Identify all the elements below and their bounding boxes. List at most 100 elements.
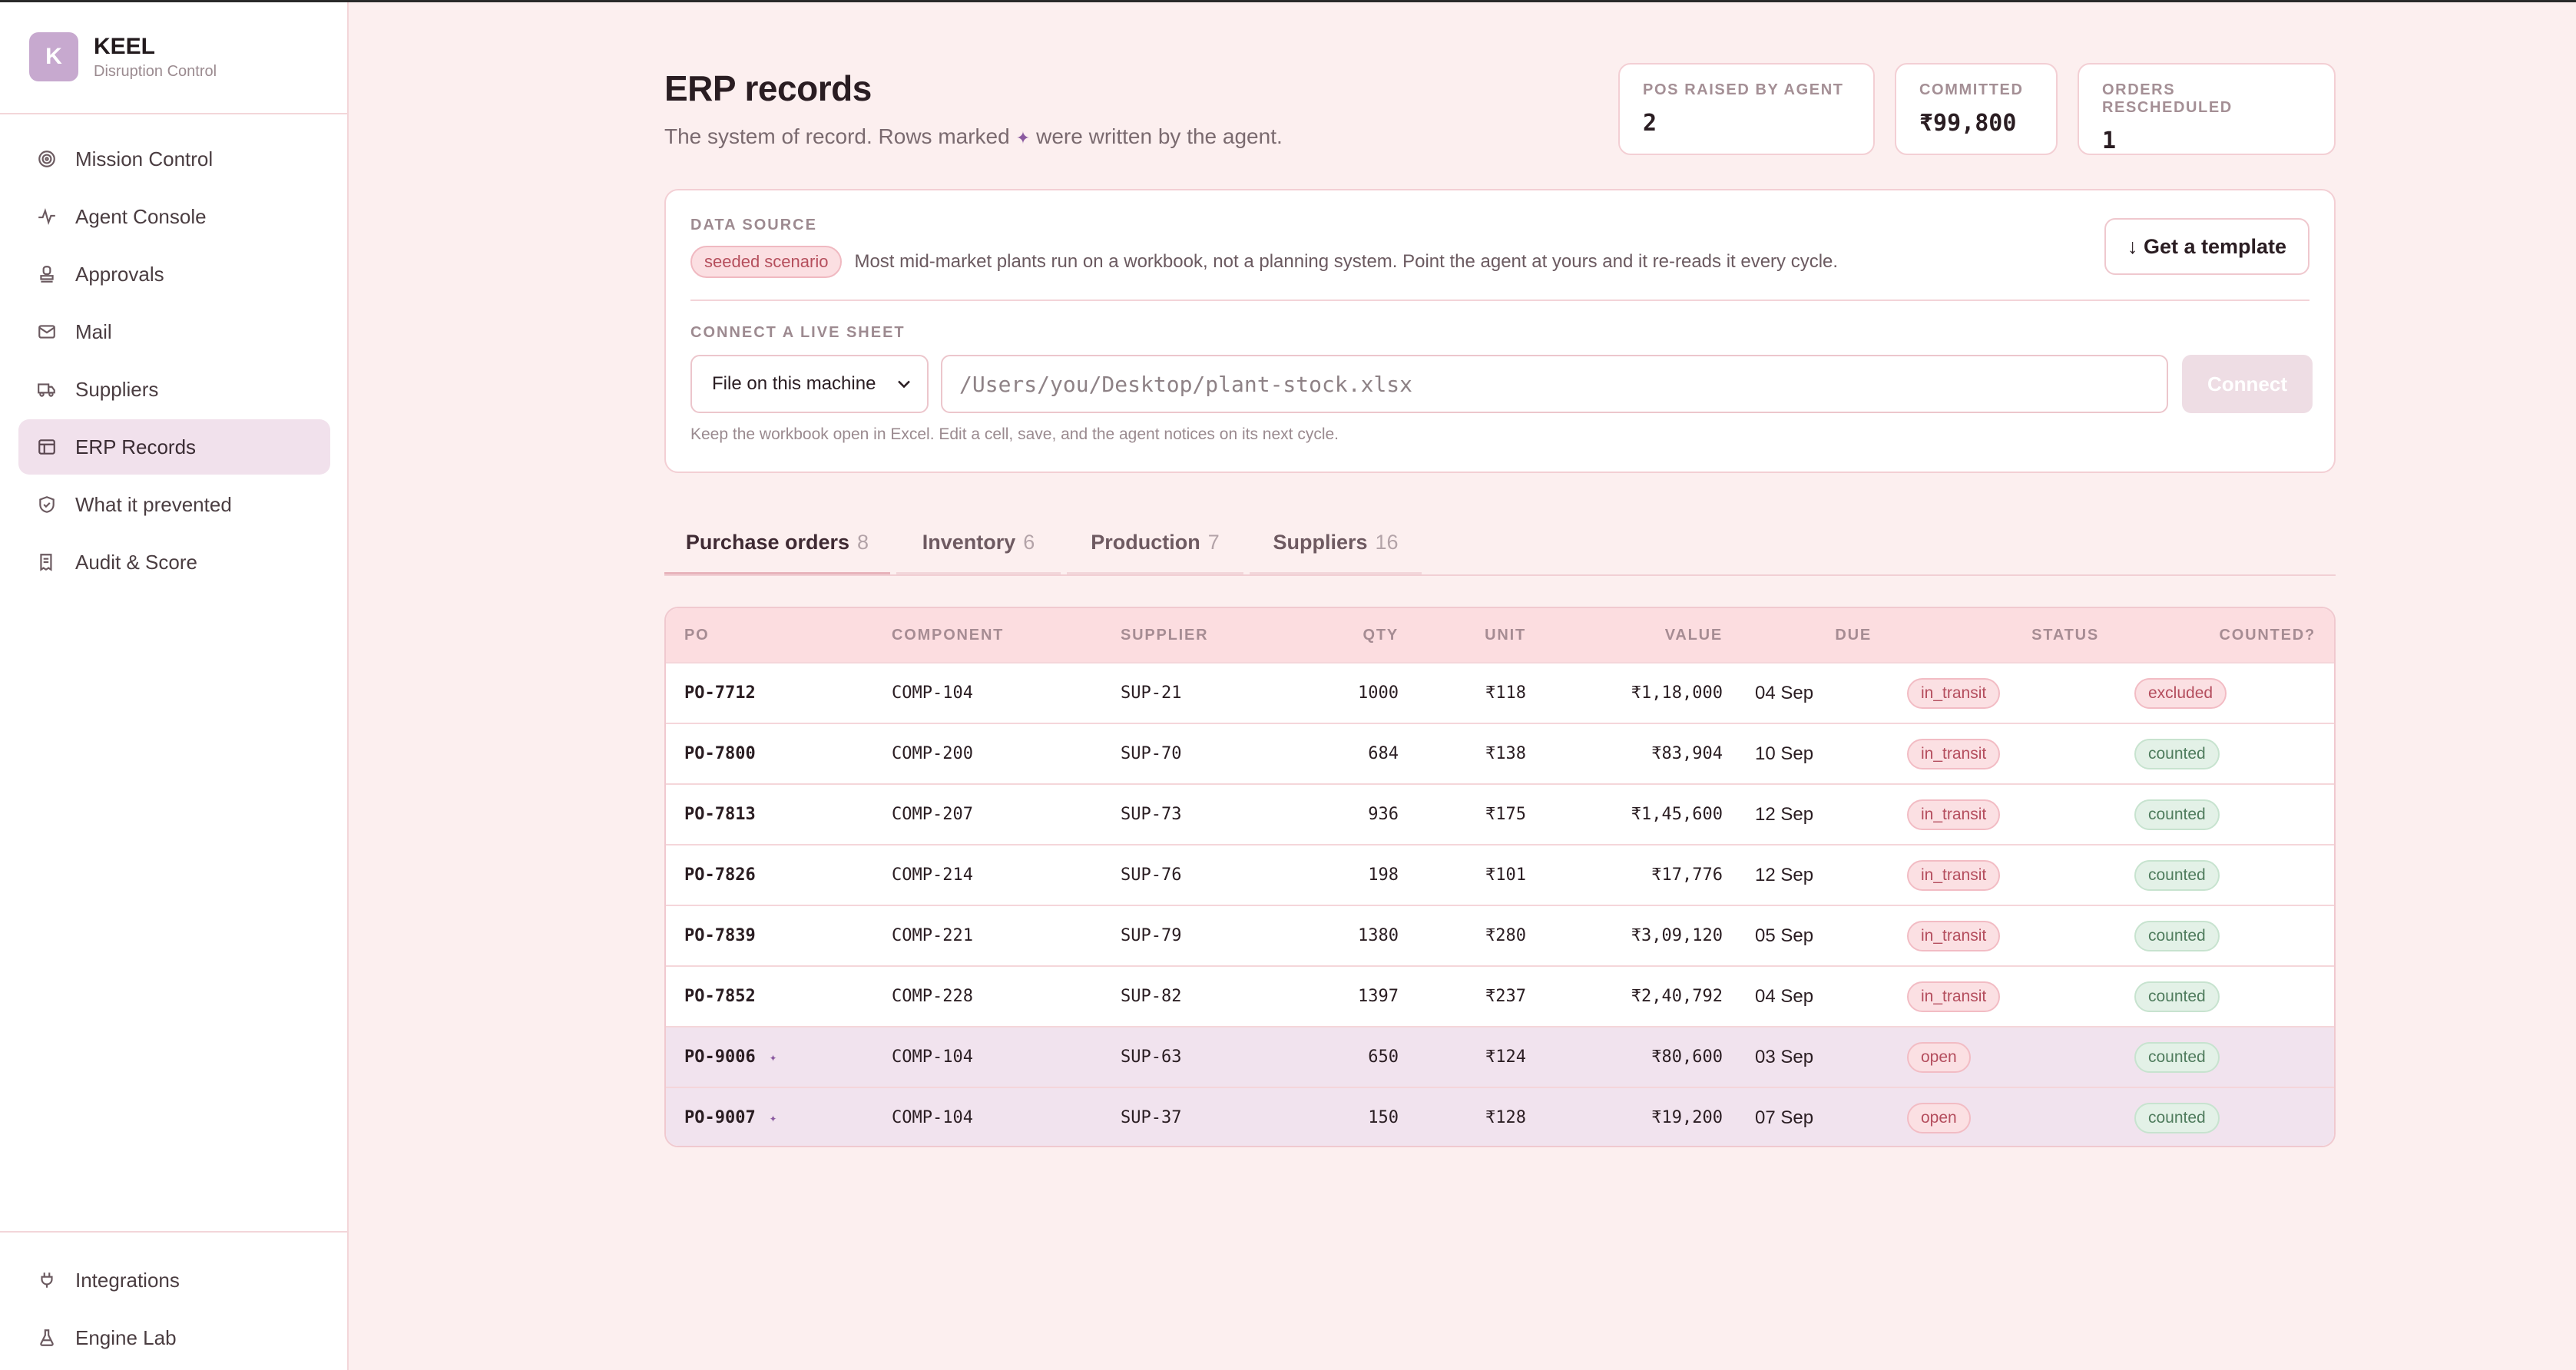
component-cell: COMP-200	[892, 744, 973, 763]
status-cell: in_transit	[1907, 967, 2001, 1026]
due-cell: 07 Sep	[1755, 1107, 1814, 1128]
status-cell: open	[1907, 1088, 1971, 1146]
status-cell: in_transit	[1907, 785, 2001, 844]
value-cell: ₹1,45,600	[1631, 805, 1723, 824]
status-cell: in_transit	[1907, 663, 2001, 723]
table-row[interactable]: PO-7826 COMP-214 SUP-76 198 ₹101 ₹17,776 12 Se…	[666, 844, 2334, 905]
data-source-description: Most mid-market plants run on a workbook…	[854, 251, 1839, 272]
connect-button[interactable]: Connect	[2182, 355, 2313, 413]
stat-label: COMMITTED	[1919, 81, 2024, 98]
unit-cell: ₹237	[1485, 987, 1526, 1006]
counted-badge: counted	[2134, 738, 2220, 769]
component-cell: COMP-104	[892, 1047, 973, 1067]
sidebar-bottom-nav: Integrations Engine Lab	[18, 1253, 330, 1368]
unit-cell: ₹118	[1485, 683, 1526, 703]
stats-row: POS RAISED BY AGENT 2 COMMITTED ₹99,800 …	[1618, 63, 2336, 155]
supplier-cell: SUP-82	[1121, 987, 1182, 1006]
sidebar-item-integrations[interactable]: Integrations	[18, 1253, 330, 1308]
tab-production[interactable]: Production 7	[1067, 513, 1243, 574]
get-template-button[interactable]: ↓ Get a template	[2104, 218, 2309, 275]
due-cell: 04 Sep	[1755, 682, 1814, 703]
tab-purchase-orders[interactable]: Purchase orders 8	[664, 513, 890, 574]
table-row[interactable]: PO-7852 COMP-228 SUP-82 1397 ₹237 ₹2,40,792 04…	[666, 965, 2334, 1026]
activity-icon	[37, 207, 57, 227]
column-header-component[interactable]: COMPONENT	[892, 627, 1005, 644]
po-number-text: PO-9007	[684, 1108, 756, 1127]
sidebar-item-what-it-prevented[interactable]: What it prevented	[18, 477, 330, 532]
table-row[interactable]: PO-7712 COMP-104 SUP-21 1000 ₹118 ₹1,18,000 04…	[666, 662, 2334, 723]
records-tabs: Purchase orders 8 Inventory 6 Production 7 …	[664, 513, 2336, 576]
column-header-unit[interactable]: UNIT	[1485, 627, 1526, 644]
tab-inventory[interactable]: Inventory 6	[896, 513, 1061, 574]
truck-icon	[37, 379, 57, 399]
source-type-select[interactable]: File on this machine	[690, 355, 929, 413]
column-header-supplier[interactable]: SUPPLIER	[1121, 627, 1209, 644]
tab-label: Inventory	[922, 531, 1016, 554]
column-header-qty[interactable]: QTY	[1362, 627, 1399, 644]
window-top-border	[0, 0, 2576, 2]
sidebar-item-suppliers[interactable]: Suppliers	[18, 362, 330, 417]
table-row[interactable]: PO-9007 ✦ COMP-104 SUP-37 150 ₹128 ₹19,200 07 S…	[666, 1087, 2334, 1146]
po-number: PO-9007 ✦	[684, 1088, 776, 1146]
tab-count: 7	[1207, 531, 1220, 554]
table-row[interactable]: PO-7800 COMP-200 SUP-70 684 ₹138 ₹83,904 10 Se…	[666, 723, 2334, 783]
stat-orders-rescheduled: ORDERS RESCHEDULED 1	[2078, 63, 2336, 155]
qty-cell: 650	[1368, 1047, 1399, 1067]
agent-mark-icon: ✦	[1015, 128, 1031, 147]
table-row[interactable]: PO-7839 COMP-221 SUP-79 1380 ₹280 ₹3,09,120 05…	[666, 905, 2334, 965]
sidebar-item-label: Agent Console	[75, 204, 207, 228]
column-header-value[interactable]: VALUE	[1664, 627, 1723, 644]
due-cell: 05 Sep	[1755, 925, 1814, 946]
brand[interactable]: K KEEL Disruption Control	[29, 31, 217, 82]
qty-cell: 198	[1368, 865, 1399, 885]
counted-badge: counted	[2134, 859, 2220, 891]
sidebar-item-erp-records[interactable]: ERP Records	[18, 419, 330, 475]
value-cell: ₹17,776	[1651, 865, 1723, 885]
column-header-status[interactable]: STATUS	[2031, 627, 2099, 644]
stamp-icon	[37, 264, 57, 284]
unit-cell: ₹280	[1485, 926, 1526, 945]
status-badge: in_transit	[1907, 738, 2001, 769]
qty-cell: 936	[1368, 805, 1399, 824]
sidebar-item-label: Mail	[75, 319, 112, 343]
counted-badge: counted	[2134, 1102, 2220, 1133]
counted-cell: counted	[2134, 724, 2220, 783]
status-badge: in_transit	[1907, 799, 2001, 830]
stat-value: 2	[1643, 110, 1657, 137]
sidebar-item-mission-control[interactable]: Mission Control	[18, 131, 330, 187]
counted-cell: counted	[2134, 785, 2220, 844]
po-number: PO-9006 ✦	[684, 1028, 776, 1087]
table-row[interactable]: PO-7813 COMP-207 SUP-73 936 ₹175 ₹1,45,600 12 …	[666, 783, 2334, 844]
po-number-text: PO-7800	[684, 744, 756, 763]
receipt-icon	[37, 552, 57, 572]
stat-value: 1	[2102, 127, 2117, 154]
workbook-path-input[interactable]: /Users/you/Desktop/plant-stock.xlsx	[941, 355, 2168, 413]
po-number: PO-7826	[684, 845, 756, 905]
po-number-text: PO-7839	[684, 926, 756, 945]
column-header-due[interactable]: DUE	[1835, 627, 1872, 644]
sidebar-item-mail[interactable]: Mail	[18, 304, 330, 359]
counted-badge: counted	[2134, 1041, 2220, 1073]
table-row[interactable]: PO-9006 ✦ COMP-104 SUP-63 650 ₹124 ₹80,600 03 S…	[666, 1026, 2334, 1087]
mail-icon	[37, 322, 57, 342]
po-number: PO-7839	[684, 906, 756, 965]
tab-suppliers[interactable]: Suppliers 16	[1250, 513, 1422, 574]
status-cell: in_transit	[1907, 906, 2001, 965]
column-header-po[interactable]: PO	[684, 627, 710, 644]
unit-cell: ₹138	[1485, 744, 1526, 763]
data-source-row: seeded scenario Most mid-market plants r…	[690, 246, 1838, 278]
sidebar-item-label: ERP Records	[75, 435, 197, 458]
counted-cell: counted	[2134, 1088, 2220, 1146]
status-cell: in_transit	[1907, 845, 2001, 905]
sidebar-item-audit-score[interactable]: Audit & Score	[18, 534, 330, 590]
stat-label: POS RAISED BY AGENT	[1643, 81, 1844, 98]
sidebar-item-approvals[interactable]: Approvals	[18, 247, 330, 302]
po-number: PO-7712	[684, 663, 756, 723]
sidebar-item-engine-lab[interactable]: Engine Lab	[18, 1310, 330, 1365]
counted-cell: counted	[2134, 1028, 2220, 1087]
due-cell: 04 Sep	[1755, 985, 1814, 1007]
po-number: PO-7800	[684, 724, 756, 783]
value-cell: ₹2,40,792	[1631, 987, 1723, 1006]
column-header-counted[interactable]: COUNTED?	[2219, 627, 2316, 644]
sidebar-item-agent-console[interactable]: Agent Console	[18, 189, 330, 244]
